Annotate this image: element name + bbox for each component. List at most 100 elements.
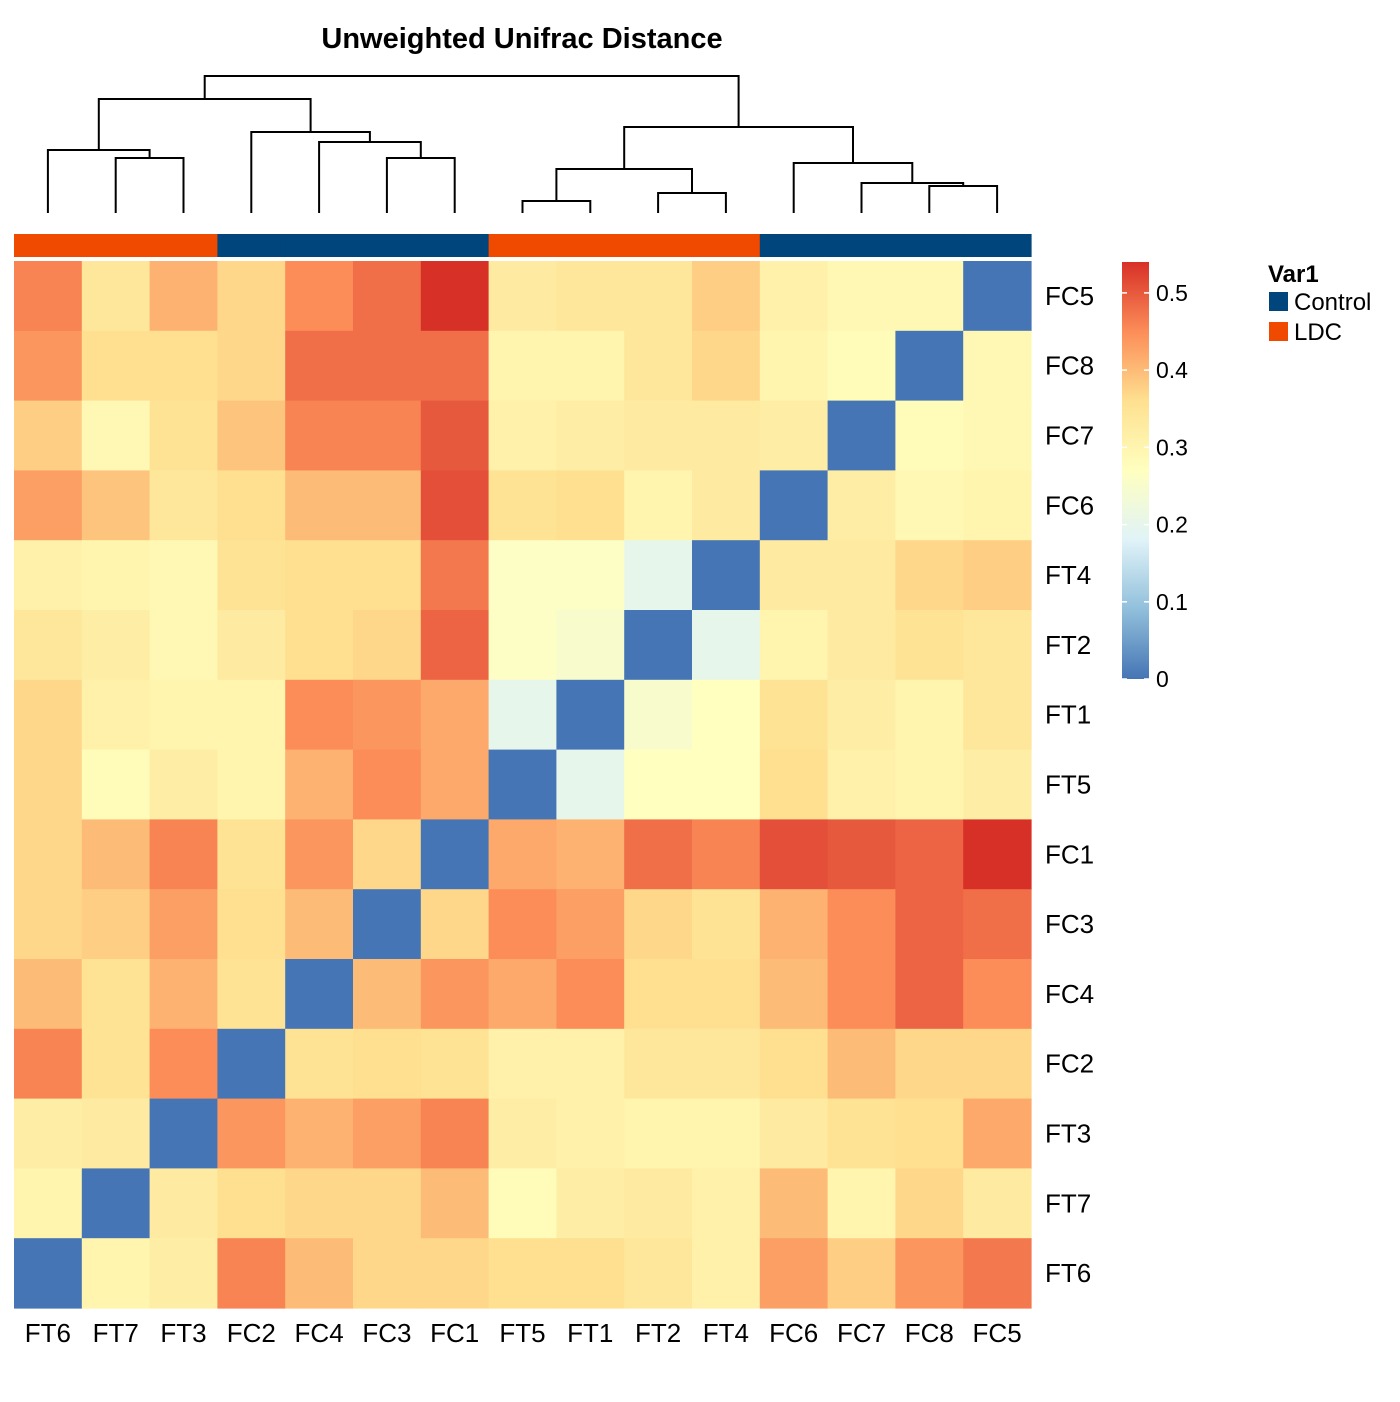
heatmap-cell-ft1-fc8 — [895, 679, 964, 751]
heatmap-cell-fc2-fc4 — [285, 1028, 354, 1100]
heatmap-cell-ft1-fc4 — [285, 679, 354, 751]
heatmap-cell-fc7-fc7 — [827, 400, 896, 471]
heatmap-cell-fc6-ft5 — [488, 470, 557, 541]
heatmap-cell-ft4-ft4 — [692, 540, 761, 611]
legend-label-control: Control — [1294, 289, 1371, 316]
heatmap-cell-fc2-ft6 — [14, 1028, 83, 1100]
heatmap-cell-fc7-ft6 — [14, 400, 83, 471]
heatmap-cell-ft4-fc5 — [963, 540, 1032, 611]
heatmap-cell-fc3-fc1 — [420, 889, 490, 960]
dendro-branch-fc7 — [860, 182, 965, 213]
heatmap-cell-ft7-fc3 — [353, 1168, 422, 1239]
heatmap-cell-fc3-ft6 — [14, 889, 83, 960]
heatmap-cell-fc7-fc8 — [895, 400, 964, 471]
heatmap-cell-ft2-ft7 — [81, 610, 151, 681]
heatmap-cell-fc8-ft2 — [624, 330, 693, 402]
legend-swatch-ldc — [1269, 322, 1288, 341]
x-tick-label-ft4: FT4 — [703, 1318, 749, 1348]
dendro-branch-left-cluster — [97, 98, 312, 150]
colorbar-tick-label: 0 — [1156, 666, 1169, 692]
heatmap-cell-ft6-ft4 — [692, 1238, 761, 1309]
dendro-branch-ft5-ft1 — [521, 200, 592, 213]
annotation-cell-fc5 — [963, 234, 1032, 257]
heatmap-cell-fc4-ft1 — [556, 959, 625, 1030]
heatmap-cell-fc1-fc5 — [963, 819, 1032, 890]
colorbar-tick-label: 0.3 — [1156, 434, 1188, 460]
x-tick-label-ft7: FT7 — [93, 1318, 139, 1348]
heatmap-cell-fc3-fc5 — [963, 889, 1032, 960]
heatmap-cell-fc2-ft1 — [556, 1028, 625, 1100]
heatmap-cell-fc7-fc4 — [285, 400, 354, 471]
heatmap-cell-ft3-ft7 — [81, 1098, 151, 1169]
x-tick-label-ft3: FT3 — [160, 1318, 206, 1348]
heatmap-cell-fc1-ft2 — [624, 819, 693, 890]
dendro-branch-fc4 — [318, 141, 422, 213]
heatmap-cell-ft2-ft6 — [14, 610, 83, 681]
heatmap-cell-fc7-fc2 — [217, 400, 286, 471]
heatmap-cell-ft1-ft2 — [624, 679, 693, 751]
heatmap-cell-fc1-ft6 — [14, 819, 83, 890]
heatmap-cell-ft5-fc2 — [217, 749, 286, 820]
heatmap-cell-ft2-ft4 — [692, 610, 761, 681]
y-tick-label-ft7: FT7 — [1045, 1188, 1091, 1218]
heatmap-cell-ft6-ft5 — [488, 1238, 557, 1309]
heatmap-cell-fc8-ft1 — [556, 330, 625, 402]
heatmap-cell-fc3-ft4 — [692, 889, 761, 960]
heatmap-cell-fc6-ft6 — [14, 470, 83, 541]
heatmap-cell-ft3-fc3 — [353, 1098, 422, 1169]
heatmap-cell-ft6-fc8 — [895, 1238, 964, 1309]
annotation-bar — [14, 234, 1032, 257]
heatmap-cell-fc3-ft3 — [149, 889, 218, 960]
heatmap-cell-ft5-ft4 — [692, 749, 761, 820]
dendro-branch-fc3-fc1 — [385, 157, 456, 213]
heatmap-cell-ft3-ft3 — [149, 1098, 218, 1169]
heatmap-cell-fc5-ft5 — [488, 261, 557, 332]
heatmap-cell-fc6-fc8 — [895, 470, 964, 541]
heatmap-cell-ft3-fc4 — [285, 1098, 354, 1169]
heatmap-cell-ft4-fc7 — [827, 540, 896, 611]
x-tick-label-fc5: FC5 — [973, 1318, 1022, 1348]
x-tick-label-fc2: FC2 — [227, 1318, 276, 1348]
heatmap-cell-ft5-ft5 — [488, 749, 557, 820]
dendro-branch-fc2 — [250, 131, 371, 213]
heatmap-cell-ft3-fc2 — [217, 1098, 286, 1169]
heatmap-cell-ft4-ft6 — [14, 540, 83, 611]
x-tick-label-fc7: FC7 — [837, 1318, 886, 1348]
heatmap-cell-ft7-ft5 — [488, 1168, 557, 1239]
heatmap-cell-fc6-fc2 — [217, 470, 286, 541]
annotation-cell-ft2 — [624, 234, 693, 257]
heatmap-cell-ft4-ft7 — [81, 540, 151, 611]
annotation-cell-fc4 — [285, 234, 354, 257]
heatmap-cell-fc5-ft1 — [556, 261, 625, 332]
heatmap-cell-fc6-fc1 — [420, 470, 490, 541]
annotation-cell-fc2 — [217, 234, 286, 257]
heatmap-cell-fc6-fc4 — [285, 470, 354, 541]
heatmap-cell-ft4-ft1 — [556, 540, 625, 611]
heatmap-cell-fc4-ft3 — [149, 959, 218, 1030]
heatmap-cell-ft1-ft7 — [81, 679, 151, 751]
heatmap-cell-ft5-fc5 — [963, 749, 1032, 820]
heatmap-cell-fc8-fc1 — [420, 330, 490, 402]
x-tick-label-ft6: FT6 — [25, 1318, 71, 1348]
heatmap-cell-fc2-fc8 — [895, 1028, 964, 1100]
heatmap-cell-fc1-ft4 — [692, 819, 761, 890]
annotation-cell-fc6 — [759, 234, 829, 257]
annotation-cell-fc1 — [420, 234, 490, 257]
heatmap-cell-fc5-fc3 — [353, 261, 422, 332]
heatmap-cell-fc6-fc6 — [759, 470, 829, 541]
heatmap-cell-ft2-fc5 — [963, 610, 1032, 681]
heatmap-cell-fc7-fc6 — [759, 400, 829, 471]
heatmap-cell-ft6-ft6 — [14, 1238, 83, 1309]
heatmap-cell-fc4-fc5 — [963, 959, 1032, 1030]
heatmap-cell-ft7-ft4 — [692, 1168, 761, 1239]
heatmap-cell-fc2-ft2 — [624, 1028, 693, 1100]
heatmap-cell-ft7-ft2 — [624, 1168, 693, 1239]
x-tick-label-ft5: FT5 — [499, 1318, 545, 1348]
heatmap-cell-fc2-fc5 — [963, 1028, 1032, 1100]
heatmap-cell-fc5-fc7 — [827, 261, 896, 332]
heatmap-cell-fc1-fc2 — [217, 819, 286, 890]
heatmap-cell-ft5-fc8 — [895, 749, 964, 820]
x-tick-label-ft1: FT1 — [567, 1318, 613, 1348]
